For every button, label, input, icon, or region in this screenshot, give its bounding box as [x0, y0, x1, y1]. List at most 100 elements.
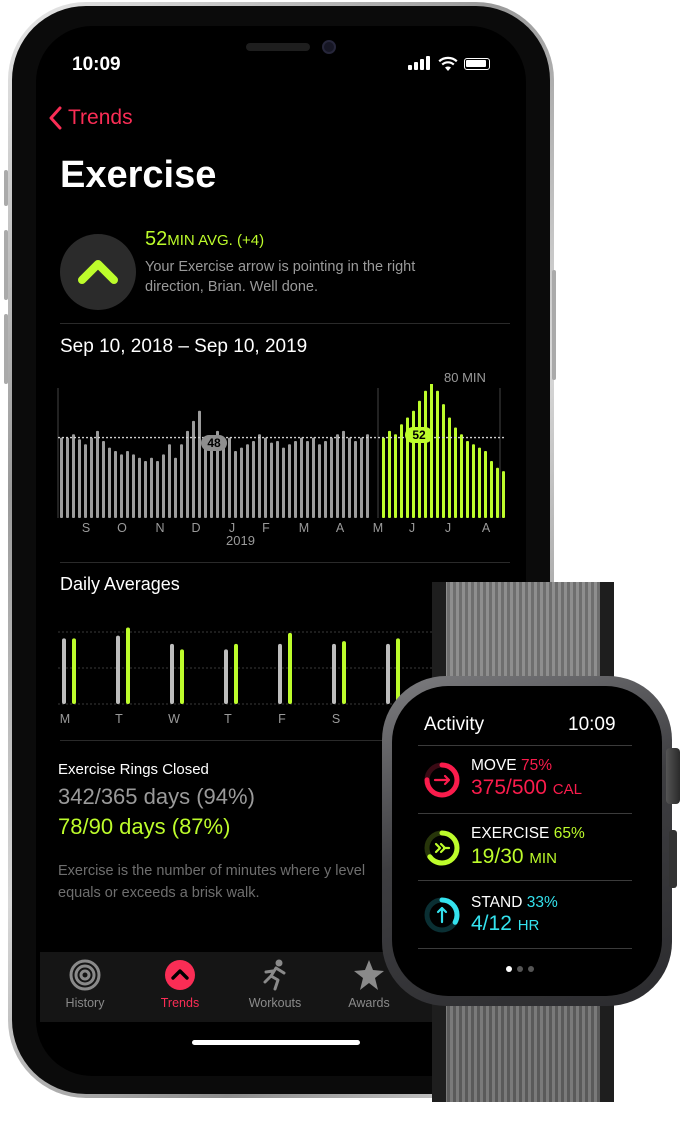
past-bar [342, 430, 345, 518]
daily-bar-recent [396, 638, 400, 704]
daily-bar-year [170, 643, 174, 704]
past-bar [324, 440, 327, 518]
past-bar [318, 444, 321, 518]
side-button [552, 270, 556, 380]
move-value-text: 375/500 [471, 776, 547, 799]
watch-side-button[interactable] [669, 830, 677, 888]
digital-crown[interactable] [666, 748, 680, 804]
tab-trends[interactable]: Trends [135, 958, 225, 1010]
past-bar [168, 444, 171, 518]
past-bar [276, 440, 279, 518]
past-bar [312, 437, 315, 518]
camera [322, 40, 336, 54]
past-bar [210, 437, 213, 518]
tab-workouts[interactable]: Workouts [230, 958, 320, 1010]
recent-bar [454, 427, 457, 518]
daily-bar-recent [288, 632, 292, 704]
daily-averages-title: Daily Averages [60, 574, 180, 594]
tab-label: History [65, 996, 105, 1010]
ring-glyph [434, 842, 451, 854]
weekday-tick: W [168, 712, 180, 726]
recent-bar [490, 461, 493, 518]
recent-bar [484, 451, 487, 518]
ring-glyph [433, 774, 451, 786]
exercise-ring-icon [424, 830, 460, 866]
weekday-tick: M [59, 712, 71, 726]
move-unit: CAL [552, 781, 582, 798]
past-bar [288, 444, 291, 518]
past-bar [186, 430, 189, 518]
silent-switch [4, 170, 8, 206]
watch-divider [418, 880, 632, 881]
tab-awards[interactable]: Awards [324, 958, 414, 1010]
past-bar [264, 437, 267, 518]
recent-bar [478, 447, 481, 518]
past-bar [234, 451, 237, 518]
past-bar [174, 457, 177, 518]
divider [60, 740, 510, 741]
recent-bar [406, 417, 409, 518]
past-bar [138, 457, 141, 518]
ring-progress [424, 897, 460, 933]
recent-bar [496, 467, 499, 518]
recent-bar [418, 400, 421, 518]
stand-label: STAND 33% [471, 894, 558, 912]
past-bar [60, 437, 63, 518]
past-bar [216, 430, 219, 518]
month-tick: J [444, 521, 452, 535]
home-indicator[interactable] [192, 1040, 360, 1045]
awards-star-icon [354, 960, 384, 990]
page-dot [528, 966, 534, 972]
move-label-text: MOVE [471, 757, 517, 774]
recent-bar [430, 384, 433, 518]
past-bar [222, 440, 225, 518]
watch-time: 10:09 [568, 714, 616, 735]
stand-ring-icon [424, 897, 460, 933]
month-tick: M [298, 521, 310, 535]
past-bar [246, 444, 249, 518]
yearly-chart [57, 384, 505, 518]
stand-label-text: STAND [471, 894, 523, 911]
month-tick: S [81, 521, 91, 535]
back-button[interactable]: Trends [48, 106, 133, 130]
weekday-tick: S [331, 712, 341, 726]
page-title: Exercise [60, 154, 217, 196]
average-heading: 52MIN AVG. (+4) [145, 228, 264, 251]
past-bar [348, 437, 351, 518]
past-bar [108, 447, 111, 518]
move-label: MOVE 75% [471, 757, 552, 775]
past-bar [144, 461, 147, 518]
past-bar [90, 437, 93, 518]
weekday-tick: T [115, 712, 123, 726]
tab-history[interactable]: History [40, 958, 130, 1010]
running-figure-icon [263, 959, 286, 991]
move-ring-icon [424, 762, 460, 798]
stand-value: 4/12 HR [471, 912, 539, 936]
trend-arrow-badge [60, 234, 136, 310]
daily-bar-recent [180, 649, 184, 704]
past-bar [126, 451, 129, 518]
recent-bar [394, 434, 397, 518]
month-tick: M [372, 521, 384, 535]
past-bar [96, 430, 99, 518]
daily-bar-recent [72, 638, 76, 704]
past-bar [120, 454, 123, 518]
month-tick: J [228, 521, 236, 535]
month-tick: O [117, 521, 127, 535]
weekday-tick: F [278, 712, 286, 726]
recent-bar [472, 444, 475, 518]
month-tick: D [191, 521, 201, 535]
exercise-label: EXERCISE 65% [471, 825, 585, 843]
daily-bar-recent [126, 627, 130, 704]
past-bar [336, 434, 339, 518]
chevron-up-icon [78, 260, 118, 284]
move-value: 375/500 CAL [471, 776, 582, 800]
past-bar [294, 440, 297, 518]
tab-label: Trends [160, 996, 200, 1010]
past-bar [252, 440, 255, 518]
daily-bar-year [332, 643, 336, 704]
past-bar [240, 447, 243, 518]
past-bar [366, 434, 369, 518]
recent-bar [400, 424, 403, 518]
past-bar [114, 451, 117, 518]
